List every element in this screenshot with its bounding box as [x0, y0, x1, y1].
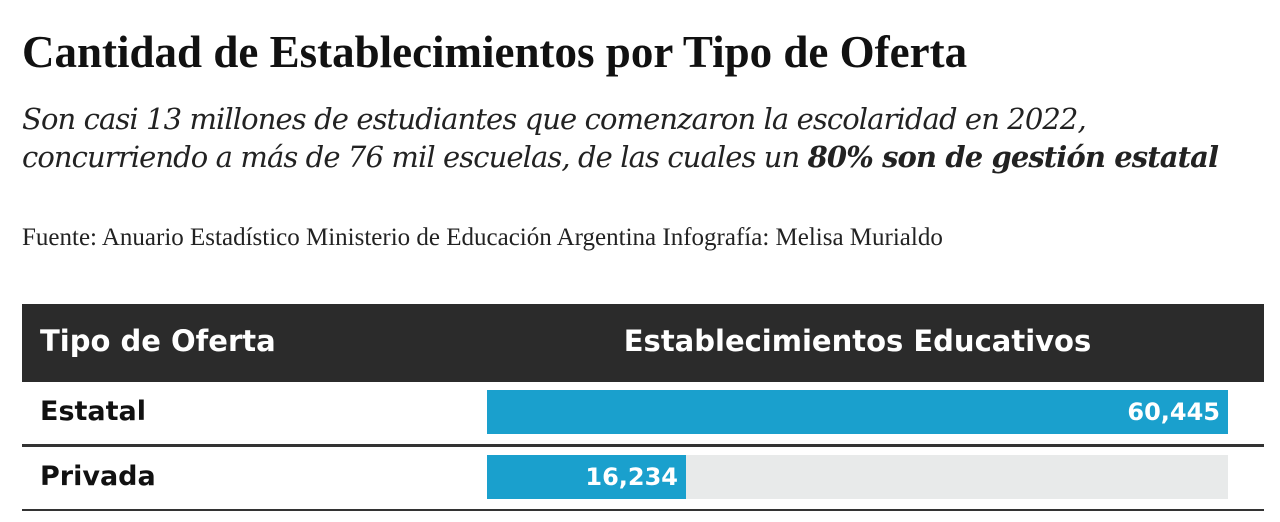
bar-table: Tipo de Oferta Establecimientos Educativ…: [22, 304, 1264, 511]
bar-track: 16,234: [487, 455, 1228, 499]
bar: 16,234: [487, 455, 686, 499]
source-note: Fuente: Anuario Estadístico Ministerio d…: [22, 224, 943, 251]
column-header-establishments: Establecimientos Educativos: [623, 324, 1092, 358]
table-body: Estatal 60,445 Privada 16,234: [22, 382, 1264, 511]
chart-subtitle: Son casi 13 millones de estudiantes que …: [22, 100, 1262, 176]
category-label: Estatal: [40, 396, 147, 427]
chart-title: Cantidad de Establecimientos por Tipo de…: [22, 27, 968, 77]
subtitle-emphasis: 80% son de gestión estatal: [807, 140, 1219, 174]
table-header: Tipo de Oferta Establecimientos Educativ…: [22, 304, 1264, 382]
subtitle-text: Son casi 13 millones de estudiantes que …: [22, 102, 1087, 174]
bar: 60,445: [487, 390, 1228, 434]
column-header-type: Tipo de Oferta: [40, 324, 276, 358]
data-label: 16,234: [585, 463, 678, 491]
data-label: 60,445: [1127, 398, 1220, 426]
category-label: Privada: [40, 461, 156, 492]
bar-track: 60,445: [487, 390, 1228, 434]
table-row: Estatal 60,445: [22, 382, 1264, 444]
table-row: Privada 16,234: [22, 444, 1264, 511]
